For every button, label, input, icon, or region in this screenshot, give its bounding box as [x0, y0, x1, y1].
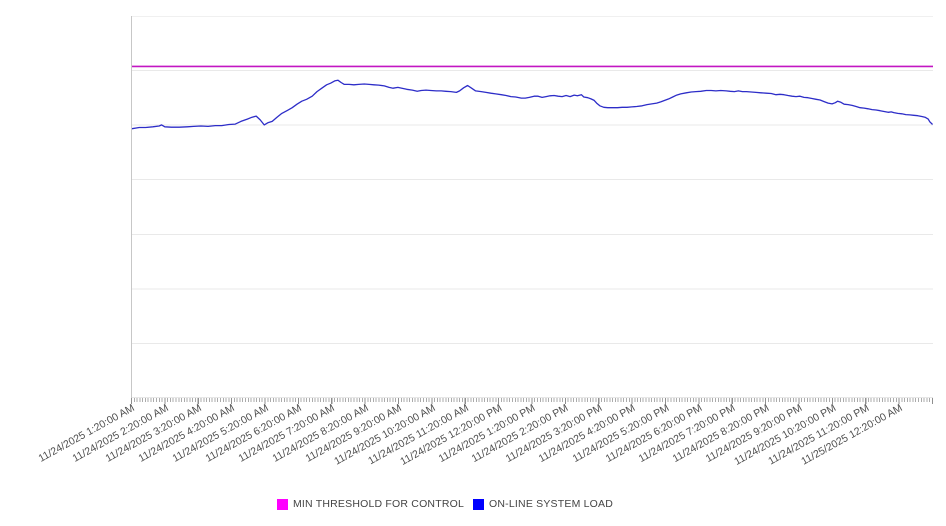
x-axis-label: 11/24/2025 12:20:00 PM: [398, 402, 504, 468]
x-axis-label: 11/24/2025 3:20:00 AM: [103, 402, 204, 465]
x-axis-label: 11/24/2025 11:20:00 PM: [766, 402, 872, 468]
x-axis-label: 11/24/2025 4:20:00 PM: [536, 402, 638, 466]
x-axis-label: 11/24/2025 1:20:00 AM: [36, 402, 137, 465]
x-axis-label: 11/25/2025 12:20:00 AM: [799, 402, 905, 468]
x-axis-label: 11/24/2025 6:20:00 AM: [203, 402, 304, 465]
x-axis-label: 11/24/2025 7:20:00 AM: [236, 402, 338, 465]
x-axis-label: 11/24/2025 2:20:00 AM: [70, 402, 171, 465]
x-axis-label: 11/24/2025 3:20:00 PM: [503, 402, 605, 466]
x-axis-label: 11/24/2025 4:20:00 AM: [136, 402, 237, 465]
x-axis-label: 11/24/2025 6:20:00 PM: [603, 402, 705, 466]
x-axis-label: 11/24/2025 8:20:00 AM: [270, 402, 371, 465]
legend-label-online-system-load: ON-LINE SYSTEM LOAD: [489, 498, 614, 510]
legend-label-min-threshold: MIN THRESHOLD FOR CONTROL: [292, 498, 465, 510]
x-axis-label: 11/24/2025 8:20:00 PM: [670, 402, 771, 466]
x-axis-label: 11/24/2025 7:20:00 PM: [636, 402, 738, 466]
x-axis-label: 11/24/2025 10:20:00 AM: [331, 402, 438, 468]
x-axis-major-ticks: [131, 398, 933, 404]
x-axis-label: 11/24/2025 5:20:00 AM: [170, 402, 271, 465]
x-axis-label: 11/24/2025 1:20:00 PM: [436, 402, 538, 466]
legend-item-online-system-load: ON-LINE SYSTEM LOAD: [473, 498, 613, 510]
x-axis-label: 11/24/2025 10:20:00 PM: [731, 402, 838, 468]
x-axis-label: 11/24/2025 11:20:00 AM: [366, 402, 471, 468]
x-axis-label: 11/24/2025 5:20:00 PM: [570, 402, 671, 466]
legend-swatch-min-threshold-icon: [276, 498, 288, 510]
x-axis-label: 11/24/2025 2:20:00 PM: [470, 402, 571, 466]
x-axis-label: 11/24/2025 9:20:00 PM: [703, 402, 805, 466]
chart-plot-svg: [132, 16, 933, 398]
legend: MIN THRESHOLD FOR CONTROL ON-LINE SYSTEM…: [0, 498, 946, 510]
x-axis-label: 11/24/2025 9:20:00 AM: [303, 402, 404, 465]
plot-area: [131, 16, 933, 398]
legend-swatch-online-system-load-icon: [473, 498, 485, 510]
legend-item-min-threshold: MIN THRESHOLD FOR CONTROL: [276, 498, 465, 510]
